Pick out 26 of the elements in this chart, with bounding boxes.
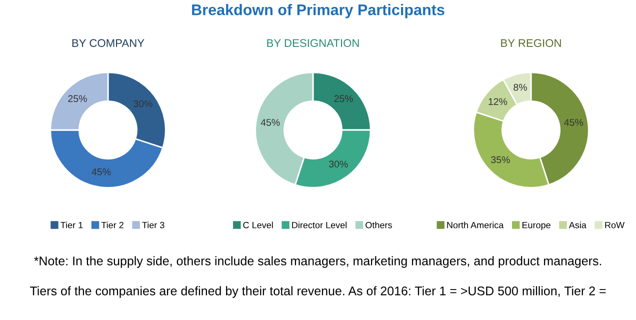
- data-label: 30%: [329, 160, 348, 168]
- legend-label: RoW: [605, 222, 625, 228]
- data-label: 30%: [134, 100, 152, 108]
- legend-label: North America: [447, 222, 504, 228]
- data-label: 45%: [564, 119, 584, 126]
- data-label: 45%: [260, 119, 280, 126]
- legend-label: Director Level: [292, 222, 347, 228]
- data-label: 45%: [92, 168, 111, 176]
- text: Breakdown of Primary Participants: [192, 4, 444, 18]
- legend-label: C Level: [243, 222, 273, 228]
- text: Tiers of the companies are defined by their total revenue. As of 2016: Tier 1 = >USD 500 million, Tier 2 =: [30, 286, 606, 298]
- chart-title: BY DESIGNATION: [267, 39, 359, 47]
- data-label: 12%: [488, 98, 508, 106]
- legend-label: Others: [366, 222, 392, 228]
- legend-label: Tier 1: [60, 222, 83, 228]
- data-label: 35%: [491, 156, 510, 164]
- data-label: 25%: [334, 95, 353, 102]
- data-label: 25%: [68, 95, 87, 102]
- chart-title: BY REGION: [501, 39, 561, 47]
- text: *Note: In the supply side, others include sales managers, marketing managers, and product managers.: [34, 256, 602, 268]
- data-label: 8%: [514, 84, 527, 91]
- chart-title: BY COMPANY: [72, 39, 144, 47]
- legend-label: Tier 3: [142, 222, 164, 228]
- legend-label: Asia: [568, 222, 586, 228]
- legend-label: Europe: [522, 222, 550, 230]
- legend-label: Tier 2: [101, 222, 124, 228]
